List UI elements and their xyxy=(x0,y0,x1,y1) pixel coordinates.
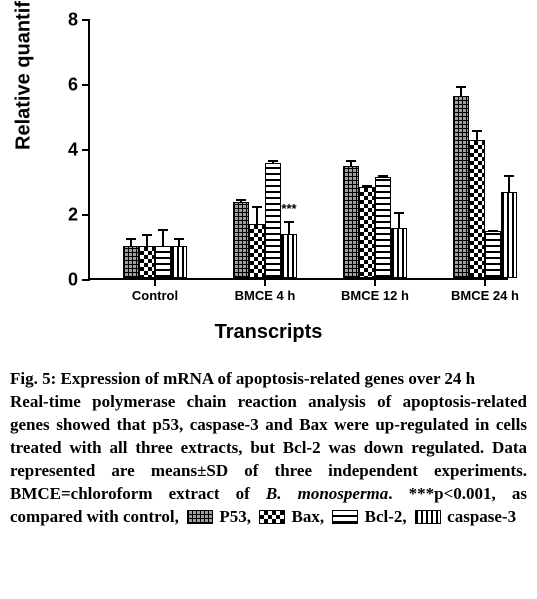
legend-swatch-bcl2 xyxy=(332,510,358,524)
legend-label: Bcl-2, xyxy=(360,507,411,526)
y-tick xyxy=(82,149,90,151)
bar-bax xyxy=(469,140,485,278)
legend-label: Bax, xyxy=(287,507,328,526)
x-tick xyxy=(264,278,266,286)
bar-bax xyxy=(249,224,265,278)
bar-p53 xyxy=(453,96,469,278)
chart-container: Relative quantification 02468Control***B… xyxy=(10,10,527,350)
error-bar xyxy=(146,234,148,247)
bar-bcl2 xyxy=(485,231,501,278)
error-bar xyxy=(476,130,478,141)
x-tick xyxy=(484,278,486,286)
legend-swatch-caspase3 xyxy=(415,510,441,524)
error-bar xyxy=(398,212,400,228)
caption-title: Fig. 5: Expression of mRNA of apoptosis-… xyxy=(10,369,475,388)
bar-bax xyxy=(359,187,375,278)
y-tick xyxy=(82,84,90,86)
caption-em: B. monosperma xyxy=(266,484,388,503)
y-tick xyxy=(82,19,90,21)
error-bar xyxy=(350,160,352,167)
y-axis-title: Relative quantification xyxy=(13,0,36,150)
bar-bcl2 xyxy=(155,246,171,279)
bar-caspase3 xyxy=(171,246,187,279)
x-tick-label: Control xyxy=(132,288,178,303)
x-tick xyxy=(154,278,156,286)
legend-swatch-bax xyxy=(259,510,285,524)
bar-bcl2 xyxy=(265,163,281,278)
bar-p53 xyxy=(123,246,139,279)
x-tick-label: BMCE 12 h xyxy=(341,288,409,303)
caption-legend: P53, Bax, Bcl-2, caspase-3 xyxy=(183,507,516,526)
y-tick-label: 0 xyxy=(68,270,78,291)
bar-bax xyxy=(139,246,155,279)
y-tick-label: 6 xyxy=(68,75,78,96)
error-bar xyxy=(130,238,132,246)
bar-p53 xyxy=(233,202,249,278)
legend-label: caspase-3 xyxy=(443,507,516,526)
caption-body: Real-time polymerase chain reaction anal… xyxy=(10,392,527,526)
plot-area: 02468Control***BMCE 4 hBMCE 12 hBMCE 24 … xyxy=(88,20,508,280)
error-bar xyxy=(162,229,164,247)
bar-caspase3 xyxy=(501,192,517,278)
significance-marker: *** xyxy=(281,201,296,216)
y-tick-label: 8 xyxy=(68,10,78,31)
legend-label: P53, xyxy=(215,507,255,526)
figure-caption: Fig. 5: Expression of mRNA of apoptosis-… xyxy=(10,368,527,529)
x-tick-label: BMCE 24 h xyxy=(451,288,519,303)
y-tick-label: 2 xyxy=(68,205,78,226)
x-tick-label: BMCE 4 h xyxy=(235,288,296,303)
y-tick-label: 4 xyxy=(68,140,78,161)
bar-group xyxy=(343,166,407,278)
bar-caspase3 xyxy=(281,234,297,278)
error-bar xyxy=(366,185,368,188)
bar-p53 xyxy=(343,166,359,278)
bar-bcl2 xyxy=(375,177,391,278)
bar-group xyxy=(233,163,297,278)
y-tick xyxy=(82,279,90,281)
bar-group xyxy=(123,246,187,279)
error-bar xyxy=(508,175,510,193)
error-bar xyxy=(272,160,274,163)
error-bar xyxy=(492,230,494,232)
error-bar xyxy=(288,221,290,236)
error-bar xyxy=(240,199,242,202)
error-bar xyxy=(460,86,462,97)
x-axis-title: Transcripts xyxy=(10,321,527,344)
bar-group xyxy=(453,96,517,278)
legend-swatch-p53 xyxy=(187,510,213,524)
bar-caspase3 xyxy=(391,228,407,278)
error-bar xyxy=(256,206,258,226)
error-bar xyxy=(382,175,384,178)
error-bar xyxy=(178,238,180,246)
y-tick xyxy=(82,214,90,216)
x-tick xyxy=(374,278,376,286)
